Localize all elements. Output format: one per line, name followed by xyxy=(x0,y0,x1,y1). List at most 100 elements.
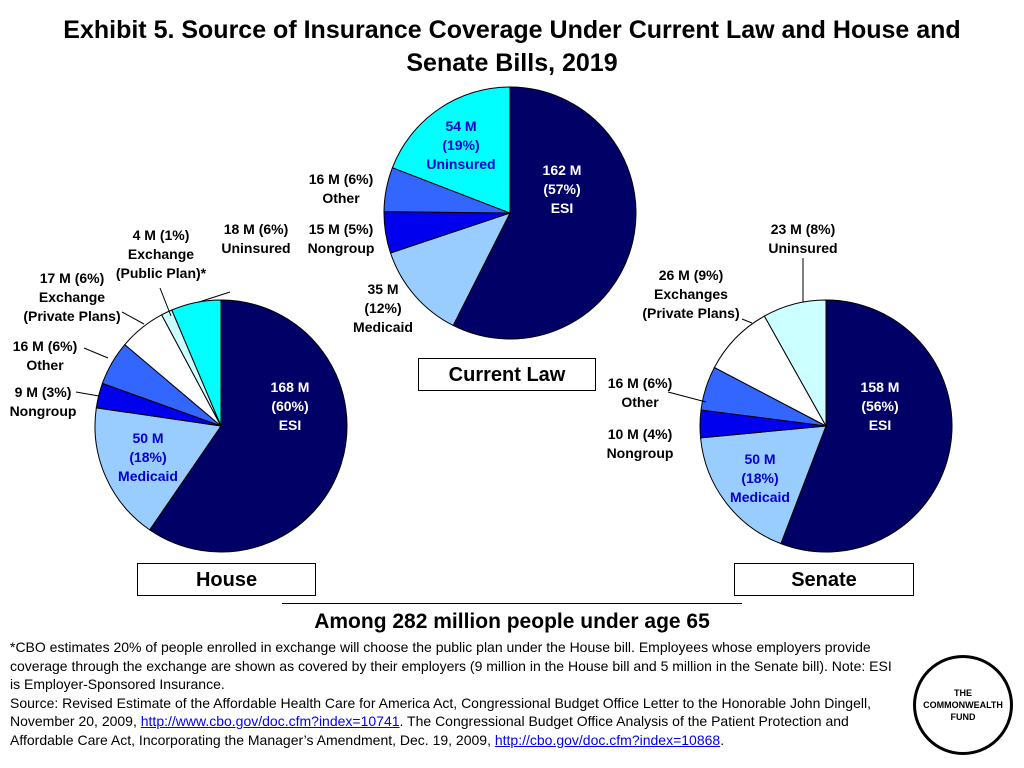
house-label-nongroup: 9 M (3%) Nongroup xyxy=(10,384,77,419)
current-law-slice-esi xyxy=(452,86,637,340)
current-law-label-esi: 162 M (57%) ESI xyxy=(543,162,582,216)
house-label-line: 16 M (6%) xyxy=(13,338,78,354)
caption-current-law: Current Law xyxy=(418,358,596,391)
senate-label-line: ESI xyxy=(869,417,892,433)
senate-slice-medicaid xyxy=(700,425,827,545)
house-label-exchange-public: 4 M (1%) Exchange (Public Plan)* xyxy=(116,227,207,281)
notes-block: *CBO estimates 20% of people enrolled in… xyxy=(10,638,900,749)
house-label-line: 168 M xyxy=(271,379,310,395)
senate-label-nongroup: 10 M (4%) Nongroup xyxy=(607,426,674,461)
source-suffix: . xyxy=(720,731,725,748)
house-label-line: Other xyxy=(26,357,64,373)
house-label-line: 50 M xyxy=(132,430,163,446)
current-law-label-line: (57%) xyxy=(543,181,580,197)
house-leader-line-1 xyxy=(83,347,109,359)
senate-label-line: Other xyxy=(621,394,659,410)
source-middle: . The Congressional Budget Office Analys… xyxy=(10,713,849,748)
current-law-slice-medicaid xyxy=(389,212,511,327)
senate-slice-uninsured xyxy=(763,299,827,428)
senate-label-line: Uninsured xyxy=(768,240,837,256)
logo-line-2: COMMONWEALTH xyxy=(923,700,1003,710)
current-law-label-line: 15 M (5%) xyxy=(309,221,374,237)
senate-leader-line-1 xyxy=(741,318,753,324)
commonwealth-fund-logo: THE COMMONWEALTH FUND xyxy=(913,655,1013,755)
house-label-medicaid: 50 M (18%) Medicaid xyxy=(118,430,178,484)
house-label-line: (Private Plans) xyxy=(23,308,120,324)
senate-label-line: (56%) xyxy=(861,398,898,414)
house-label-line: (60%) xyxy=(271,398,308,414)
senate-label-line: 23 M (8%) xyxy=(771,221,836,237)
source-link-2[interactable]: http://cbo.gov/doc.cfm?index=10868 xyxy=(494,731,721,748)
current-law-label-line: 16 M (6%) xyxy=(309,171,374,187)
house-slice-esi xyxy=(148,299,348,553)
house-label-line: Medicaid xyxy=(118,468,178,484)
house-label-line: (Public Plan)* xyxy=(116,265,207,281)
current-law-label-line: 35 M xyxy=(367,281,398,297)
current-law-label-line: 162 M xyxy=(543,162,582,178)
senate-label-line: 158 M xyxy=(861,379,900,395)
current-law-label-line: ESI xyxy=(551,200,574,216)
caption-senate: Senate xyxy=(734,563,914,596)
senate-label-uninsured: 23 M (8%) Uninsured xyxy=(768,221,837,256)
current-law-label-other: 16 M (6%) Other xyxy=(309,171,374,206)
senate-label-line: 16 M (6%) xyxy=(608,375,673,391)
pie-house xyxy=(94,299,348,553)
house-label-line: ESI xyxy=(279,417,302,433)
logo-line-3: FUND xyxy=(951,712,976,722)
house-leader-line-4 xyxy=(198,291,231,303)
house-label-line: Exchange xyxy=(39,289,105,305)
source-note: Source: Revised Estimate of the Affordab… xyxy=(10,694,900,750)
current-law-label-line: (19%) xyxy=(442,137,479,153)
senate-label-line: 26 M (9%) xyxy=(659,267,724,283)
senate-label-line: Exchanges xyxy=(654,286,728,302)
senate-label-line: (18%) xyxy=(741,470,778,486)
source-link-1[interactable]: http://www.cbo.gov/doc.cfm?index=10741 xyxy=(140,713,400,729)
senate-label-exchanges: 26 M (9%) Exchanges (Private Plans) xyxy=(642,267,739,321)
footnote: *CBO estimates 20% of people enrolled in… xyxy=(10,639,892,692)
chart-subtitle: Among 282 million people under age 65 xyxy=(282,603,742,634)
senate-label-line: 50 M xyxy=(744,451,775,467)
pie-senate xyxy=(699,299,953,553)
house-label-line: Nongroup xyxy=(10,403,77,419)
house-slice-uninsured xyxy=(171,299,222,427)
house-leader-line-3 xyxy=(159,287,172,317)
logo-line-1: THE xyxy=(954,688,972,698)
source-prefix: Source: Revised Estimate of the Affordab… xyxy=(10,694,871,730)
senate-label-line: Nongroup xyxy=(607,445,674,461)
house-leader-line-0 xyxy=(75,391,100,397)
senate-leader-line-0 xyxy=(667,391,707,403)
senate-label-line: (Private Plans) xyxy=(642,305,739,321)
house-label-line: 17 M (6%) xyxy=(40,270,105,286)
senate-label-line: Medicaid xyxy=(730,489,790,505)
current-law-label-uninsured: 54 M (19%) Uninsured xyxy=(426,118,495,172)
senate-label-line: 10 M (4%) xyxy=(608,426,673,442)
current-law-label-line: Uninsured xyxy=(426,156,495,172)
senate-label-esi: 158 M (56%) ESI xyxy=(861,379,900,433)
pie-current-law xyxy=(383,86,637,340)
current-law-label-line: Other xyxy=(322,190,360,206)
current-law-label-line: Nongroup xyxy=(308,240,375,256)
house-leader-line-2 xyxy=(121,311,145,325)
house-label-exchange-private: 17 M (6%) Exchange (Private Plans) xyxy=(23,270,120,324)
caption-house: House xyxy=(137,563,316,596)
current-law-label-line: (12%) xyxy=(364,300,401,316)
page-title: Exhibit 5. Source of Insurance Coverage … xyxy=(63,16,961,77)
house-label-line: Uninsured xyxy=(221,240,290,256)
house-label-line: (18%) xyxy=(129,449,166,465)
house-label-uninsured: 18 M (6%) Uninsured xyxy=(221,221,290,256)
current-law-slice-uninsured xyxy=(391,86,511,214)
senate-slice-esi xyxy=(780,299,953,553)
house-label-other: 16 M (6%) Other xyxy=(13,338,78,373)
house-slice-medicaid xyxy=(94,407,222,531)
senate-label-other: 16 M (6%) Other xyxy=(608,375,673,410)
house-label-line: 4 M (1%) xyxy=(133,227,190,243)
house-label-line: Exchange xyxy=(128,246,194,262)
current-law-label-line: 54 M xyxy=(445,118,476,134)
house-label-line: 18 M (6%) xyxy=(224,221,289,237)
current-law-label-nongroup: 15 M (5%) Nongroup xyxy=(308,221,375,256)
senate-label-medicaid: 50 M (18%) Medicaid xyxy=(730,451,790,505)
house-label-line: 9 M (3%) xyxy=(15,384,72,400)
current-law-label-line: Medicaid xyxy=(353,319,413,335)
pie-charts: 162 M (57%) ESI 35 M (12%) Medicaid 15 M (5%) N… xyxy=(10,86,953,553)
current-law-label-medicaid: 35 M (12%) Medicaid xyxy=(353,281,413,335)
